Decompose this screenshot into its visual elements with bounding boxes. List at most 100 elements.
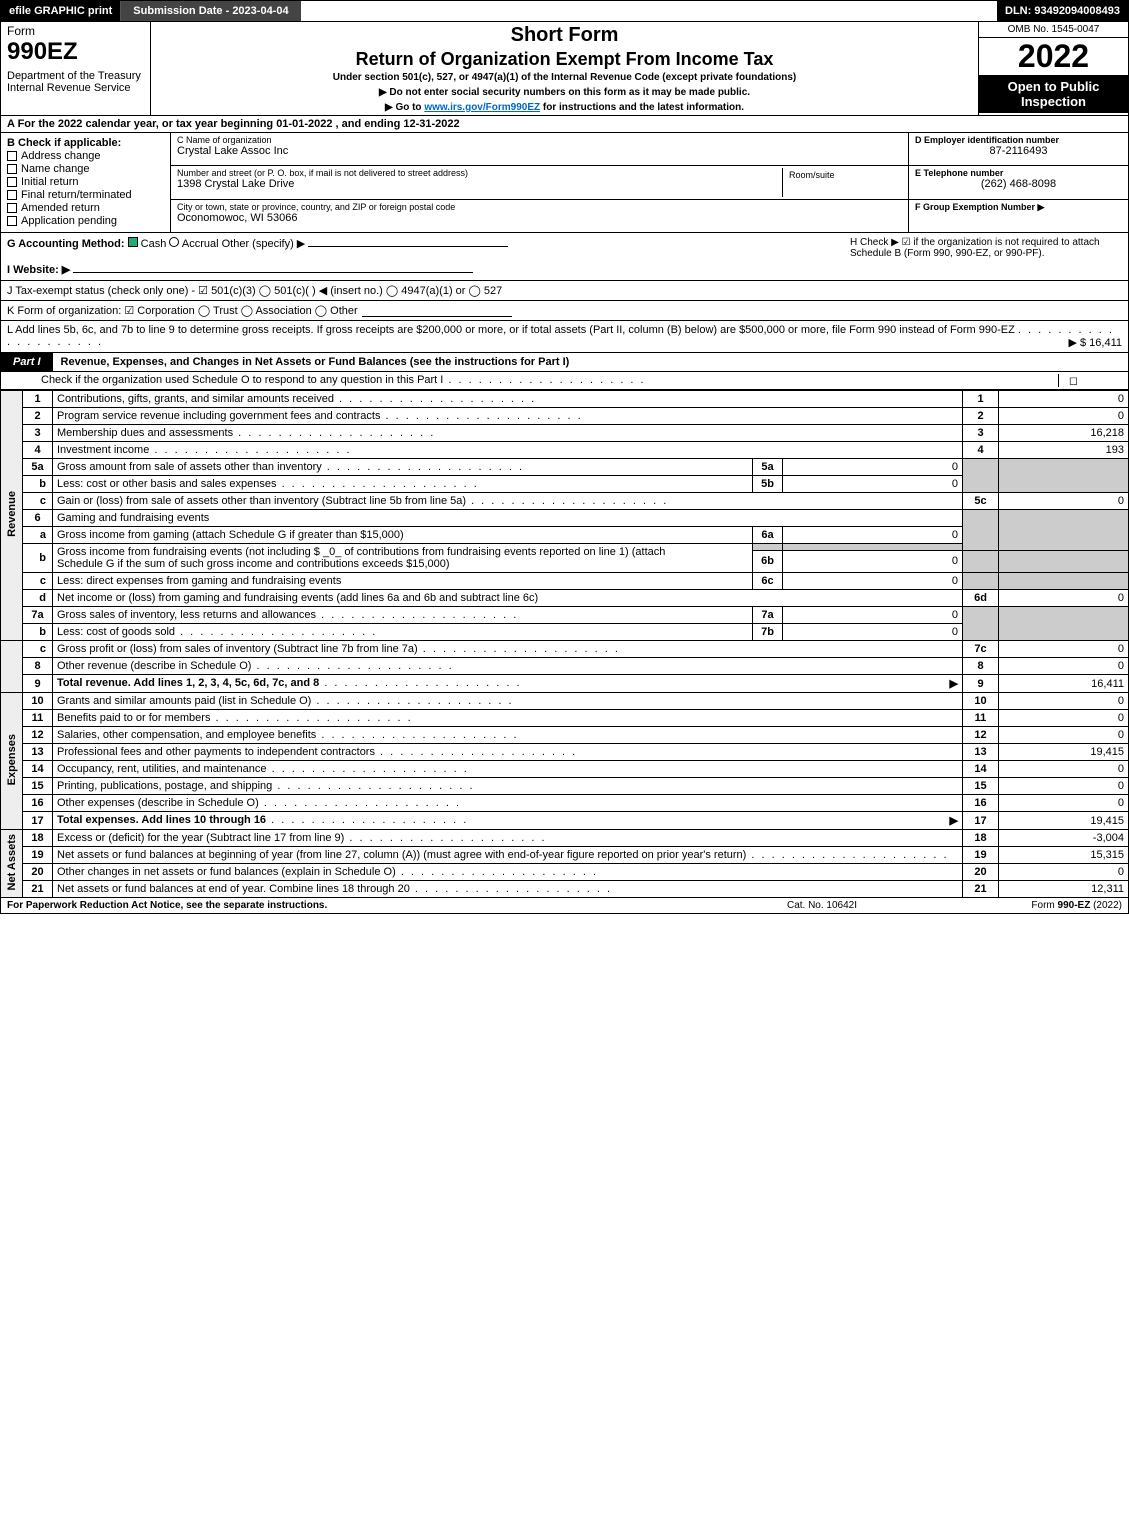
result-no: 17 [963,812,999,830]
form-number: 990EZ [7,38,144,66]
expenses-tab: Expenses [1,693,23,830]
line-no: 17 [23,812,53,830]
street-row: Number and street (or P. O. box, if mail… [171,166,908,199]
line-no: d [23,590,53,607]
chk-name-change[interactable]: Name change [7,163,164,175]
line-no: 6 [23,510,53,527]
line-no: 12 [23,727,53,744]
table-row: 12 Salaries, other compensation, and emp… [1,727,1129,744]
ein-value: 87-2116493 [915,145,1122,157]
submission-date-button[interactable]: Submission Date - 2023-04-04 [121,1,300,21]
l-desc: L Add lines 5b, 6c, and 7b to line 9 to … [7,324,1015,336]
result-no: 19 [963,847,999,864]
footer-mid: Cat. No. 10642I [722,900,922,911]
line-desc: Less: direct expenses from gaming and fu… [53,573,753,590]
chk-final-return[interactable]: Final return/terminated [7,189,164,201]
part-1-title: Revenue, Expenses, and Changes in Net As… [53,353,1128,371]
result-val: -3,004 [999,830,1129,847]
chk-label: Application pending [21,215,117,227]
checkbox-icon [7,164,17,174]
gray-cell [999,607,1129,641]
result-no: 1 [963,391,999,408]
mini-no: 6c [753,573,783,590]
g-cash: Cash [141,238,167,250]
chk-address-change[interactable]: Address change [7,150,164,162]
line-no: 5a [23,459,53,476]
checkbox-checked-icon [128,237,138,247]
result-val: 19,415 [999,812,1129,830]
k-other-blank[interactable] [362,304,512,317]
header-left: Form 990EZ Department of the Treasury In… [1,22,151,115]
line-desc: Benefits paid to or for members [53,710,963,727]
b-title: B Check if applicable: [7,137,164,149]
line-desc: Gain or (loss) from sale of assets other… [53,493,963,510]
result-no: 12 [963,727,999,744]
mini-val: 0 [783,573,963,590]
result-val: 16,411 [999,675,1129,693]
line-no: b [23,476,53,493]
netassets-tab: Net Assets [1,830,23,898]
irs-link[interactable]: www.irs.gov/Form990EZ [424,102,540,113]
room-suite: Room/suite [782,168,902,196]
table-row: 20 Other changes in net assets or fund b… [1,864,1129,881]
part-1-header: Part I Revenue, Expenses, and Changes in… [0,353,1129,372]
mini-no: 6a [753,527,783,544]
result-no: 7c [963,641,999,658]
result-val: 0 [999,761,1129,778]
checkbox-icon [7,190,17,200]
line-no: 19 [23,847,53,864]
chk-initial-return[interactable]: Initial return [7,176,164,188]
sub-text: Check if the organization used Schedule … [41,374,443,386]
chk-amended-return[interactable]: Amended return [7,202,164,214]
line-desc: Grants and similar amounts paid (list in… [53,693,963,710]
result-val: 0 [999,658,1129,675]
line-desc: Gross income from fundraising events (no… [53,544,753,573]
website-blank[interactable] [73,272,473,273]
table-row: 7a Gross sales of inventory, less return… [1,607,1129,624]
result-no: 21 [963,881,999,898]
table-row: Revenue 1 Contributions, gifts, grants, … [1,391,1129,408]
table-row: 14 Occupancy, rent, utilities, and maint… [1,761,1129,778]
city-row: City or town, state or province, country… [171,200,908,232]
result-val: 16,218 [999,425,1129,442]
line-i: I Website: ▶ [7,264,70,276]
result-no: 13 [963,744,999,761]
line-j: J Tax-exempt status (check only one) - ☑… [7,284,502,297]
org-name: Crystal Lake Assoc Inc [177,145,902,157]
result-val: 0 [999,710,1129,727]
chk-label: Final return/terminated [21,189,132,201]
ein-row: D Employer identification number 87-2116… [909,133,1128,166]
table-row: b Less: cost or other basis and sales ex… [1,476,1129,493]
mini-no: 7a [753,607,783,624]
result-no: 9 [963,675,999,693]
result-val: 0 [999,641,1129,658]
line-a: A For the 2022 calendar year, or tax yea… [0,116,1129,133]
result-val: 0 [999,408,1129,425]
chk-label: Amended return [21,202,100,214]
checkbox-icon [7,177,17,187]
line-desc: Occupancy, rent, utilities, and maintena… [53,761,963,778]
result-no: 16 [963,795,999,812]
revenue-tab-cont [1,641,23,693]
group-exemption-row: F Group Exemption Number ▶ [909,200,1128,232]
line-g: G Accounting Method: Cash Accrual Other … [7,237,842,259]
table-row: c Less: direct expenses from gaming and … [1,573,1129,590]
dept-label: Department of the Treasury [7,70,144,82]
ein-label: D Employer identification number [915,135,1122,145]
dots [443,374,645,386]
result-no: 20 [963,864,999,881]
mini-val: 0 [783,527,963,544]
line-no: 2 [23,408,53,425]
chk-application-pending[interactable]: Application pending [7,215,164,227]
line-no: 1 [23,391,53,408]
g-other-blank[interactable] [308,246,508,247]
table-row: Net Assets 18 Excess or (deficit) for th… [1,830,1129,847]
gray-cell [999,550,1129,572]
part-1-sub-checkbox[interactable]: ◻ [1058,374,1088,387]
street-label: Number and street (or P. O. box, if mail… [177,168,782,178]
line-no: 9 [23,675,53,693]
no-ssn-line: ▶ Do not enter social security numbers o… [157,87,972,98]
result-no: 14 [963,761,999,778]
tax-year: 2022 [979,38,1128,75]
efile-print-button[interactable]: efile GRAPHIC print [1,1,121,21]
